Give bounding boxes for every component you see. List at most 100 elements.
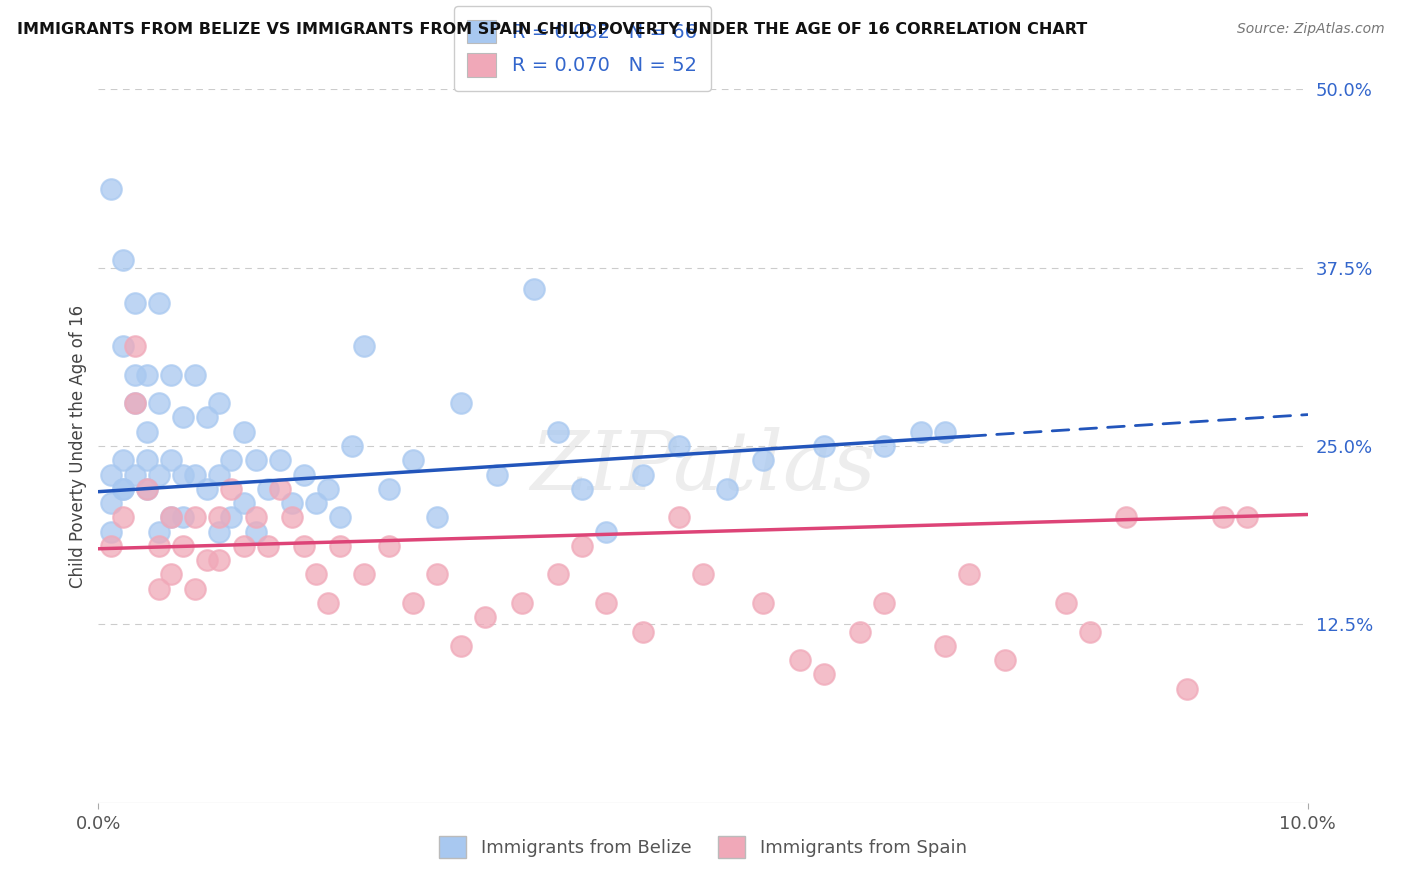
Point [245,510,267,524]
Point [208,524,231,539]
Point [111,339,134,353]
Point [148,467,170,482]
Y-axis label: Child Poverty Under the Age of 16: Child Poverty Under the Age of 16 [69,304,87,588]
Point [269,482,291,496]
Point [172,410,194,425]
Point [510,596,533,610]
Legend: Immigrants from Belize, Immigrants from Spain: Immigrants from Belize, Immigrants from … [432,829,974,865]
Point [160,567,183,582]
Point [148,539,170,553]
Point [342,439,364,453]
Text: Source: ZipAtlas.com: Source: ZipAtlas.com [1237,22,1385,37]
Point [789,653,811,667]
Point [100,467,122,482]
Point [281,496,304,510]
Point [111,482,134,496]
Point [172,510,194,524]
Point [1115,510,1137,524]
Point [256,539,278,553]
Point [595,524,617,539]
Point [1212,510,1234,524]
Text: ZIPatlas: ZIPatlas [530,427,876,508]
Point [486,467,509,482]
Point [184,368,207,382]
Point [124,368,146,382]
Point [135,368,157,382]
Point [208,510,231,524]
Point [668,510,690,524]
Point [172,467,194,482]
Point [595,596,617,610]
Point [111,253,134,268]
Point [752,596,775,610]
Point [208,467,231,482]
Point [100,182,122,196]
Point [1054,596,1077,610]
Point [752,453,775,467]
Point [124,467,146,482]
Point [124,339,146,353]
Point [547,425,569,439]
Point [135,482,157,496]
Point [547,567,569,582]
Point [100,524,122,539]
Point [232,425,254,439]
Point [245,453,267,467]
Point [934,639,956,653]
Point [111,510,134,524]
Point [813,667,835,681]
Point [849,624,872,639]
Point [281,510,304,524]
Point [221,453,243,467]
Point [232,539,254,553]
Point [292,467,315,482]
Point [160,510,183,524]
Point [256,482,278,496]
Point [245,524,267,539]
Point [402,596,425,610]
Point [195,410,218,425]
Point [523,282,546,296]
Point [631,467,654,482]
Point [124,296,146,310]
Point [100,496,122,510]
Point [426,510,449,524]
Point [124,396,146,410]
Point [957,567,980,582]
Point [316,596,339,610]
Point [305,567,328,582]
Point [269,453,291,467]
Point [111,482,134,496]
Point [873,439,896,453]
Point [292,539,315,553]
Point [813,439,835,453]
Point [135,425,157,439]
Point [100,539,122,553]
Point [353,567,375,582]
Point [1078,624,1101,639]
Point [172,539,194,553]
Point [873,596,896,610]
Point [160,453,183,467]
Point [692,567,714,582]
Point [160,510,183,524]
Point [474,610,496,624]
Point [184,467,207,482]
Point [148,582,170,596]
Point [305,496,328,510]
Point [668,439,690,453]
Point [353,339,375,353]
Point [148,524,170,539]
Point [160,368,183,382]
Point [450,396,472,410]
Point [195,482,218,496]
Point [221,510,243,524]
Point [631,624,654,639]
Point [329,539,352,553]
Point [377,482,399,496]
Point [316,482,339,496]
Point [450,639,472,653]
Point [184,582,207,596]
Point [377,539,399,553]
Point [208,553,231,567]
